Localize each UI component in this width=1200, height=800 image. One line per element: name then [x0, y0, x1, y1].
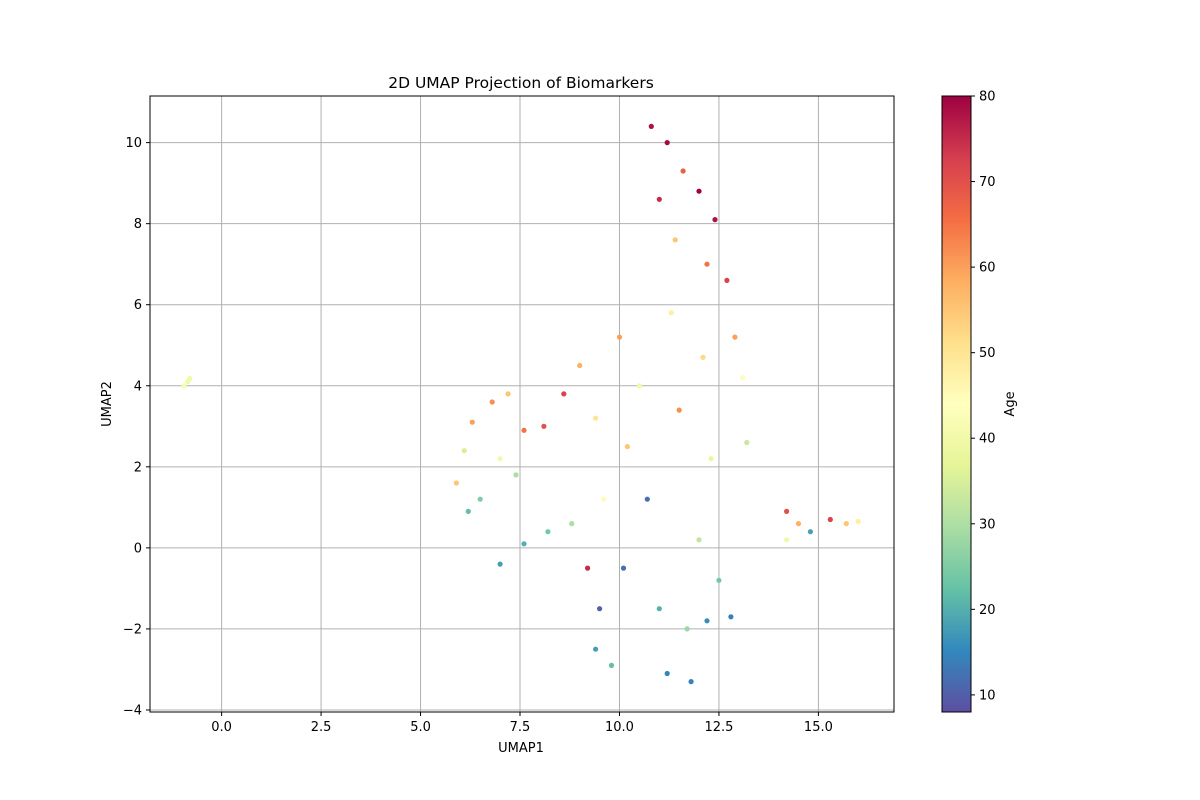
data-point — [708, 456, 714, 462]
plot-area — [150, 96, 894, 712]
data-point — [497, 456, 503, 462]
data-point — [807, 529, 814, 535]
data-point — [521, 427, 527, 433]
data-point — [728, 614, 734, 620]
data-point — [744, 439, 750, 446]
data-point — [712, 217, 718, 223]
data-point — [620, 565, 627, 571]
data-point — [676, 407, 682, 413]
data-point — [648, 123, 654, 129]
x-tick-label: 15.0 — [804, 720, 833, 735]
x-tick-label: 10.0 — [605, 720, 634, 735]
x-tick-label: 7.5 — [510, 720, 531, 735]
data-point — [593, 646, 599, 652]
data-point — [704, 261, 710, 267]
grid-lines — [150, 96, 894, 712]
y-tick-label: 6 — [134, 298, 142, 313]
colorbar-label: Age — [1003, 391, 1018, 416]
data-point — [680, 168, 686, 174]
data-point — [577, 362, 583, 369]
x-axis-ticks: 0.0 2.5 5.0 7.5 10.0 12.5 15.0 — [211, 712, 833, 735]
data-point — [593, 415, 599, 421]
data-point — [696, 537, 702, 543]
data-point — [461, 448, 467, 454]
data-point — [855, 518, 861, 525]
data-point — [561, 391, 567, 397]
data-point — [585, 565, 591, 571]
data-point — [636, 383, 643, 389]
colorbar-ticks: 10 20 30 40 50 60 70 80 — [971, 90, 996, 703]
y-tick-label: 0 — [134, 541, 142, 556]
x-tick-label: 0.0 — [211, 720, 232, 735]
data-point — [724, 277, 730, 283]
data-point — [732, 334, 738, 340]
plot-frame — [149, 95, 895, 713]
data-point — [601, 496, 607, 502]
data-point — [664, 140, 670, 146]
scatter-points — [181, 123, 861, 685]
y-tick-label: −2 — [123, 622, 142, 637]
data-point — [569, 521, 575, 527]
data-point — [704, 618, 710, 624]
data-point — [465, 508, 471, 514]
data-point — [545, 529, 551, 535]
data-point — [616, 334, 623, 340]
colorbar-tick-label: 50 — [979, 346, 996, 361]
data-point — [624, 444, 631, 450]
data-point — [521, 541, 527, 547]
y-axis-ticks: −4 −2 0 2 4 6 8 10 — [123, 136, 150, 718]
data-point — [684, 626, 690, 632]
colorbar-tick-label: 80 — [979, 90, 996, 105]
data-point — [688, 679, 694, 685]
data-point — [489, 399, 495, 405]
data-point — [497, 561, 503, 567]
data-point — [505, 391, 511, 397]
colorbar-tick-label: 30 — [979, 517, 996, 532]
x-tick-label: 5.0 — [410, 720, 431, 735]
data-point — [843, 521, 849, 527]
data-point — [597, 606, 603, 612]
colorbar-tick-label: 40 — [979, 432, 996, 447]
colorbar-tick-label: 60 — [979, 261, 996, 276]
data-point — [716, 577, 722, 583]
data-point — [740, 375, 746, 381]
colorbar-tick-label: 10 — [979, 688, 996, 703]
colorbar-frame — [941, 95, 972, 713]
y-axis-label: UMAP2 — [100, 381, 115, 427]
colorbar-tick-label: 20 — [979, 603, 996, 618]
y-tick-label: 2 — [134, 460, 142, 475]
x-axis-label: UMAP1 — [498, 741, 544, 756]
data-point — [187, 375, 193, 382]
data-point — [784, 508, 790, 514]
data-point — [672, 237, 678, 243]
data-point — [644, 496, 650, 502]
data-point — [469, 419, 475, 425]
colorbar — [942, 96, 971, 712]
x-tick-label: 12.5 — [704, 720, 733, 735]
chart-title: 2D UMAP Projection of Biomarkers — [388, 74, 654, 92]
data-point — [668, 310, 674, 316]
data-point — [784, 537, 790, 543]
colorbar-tick-label: 70 — [979, 175, 996, 190]
data-point — [696, 188, 702, 194]
data-point — [656, 196, 662, 202]
data-point — [181, 383, 187, 389]
data-point — [541, 423, 547, 429]
y-tick-label: 10 — [125, 136, 142, 151]
data-point — [453, 480, 459, 486]
data-point — [608, 662, 615, 669]
data-point — [827, 516, 833, 523]
y-tick-label: 8 — [134, 217, 142, 232]
data-point — [477, 496, 483, 502]
data-point — [656, 606, 662, 612]
x-tick-label: 2.5 — [311, 720, 332, 735]
y-tick-label: 4 — [134, 379, 142, 394]
y-tick-label: −4 — [123, 703, 142, 718]
data-point — [795, 521, 802, 527]
data-point — [513, 472, 519, 478]
data-point — [700, 354, 706, 360]
data-point — [664, 670, 670, 677]
